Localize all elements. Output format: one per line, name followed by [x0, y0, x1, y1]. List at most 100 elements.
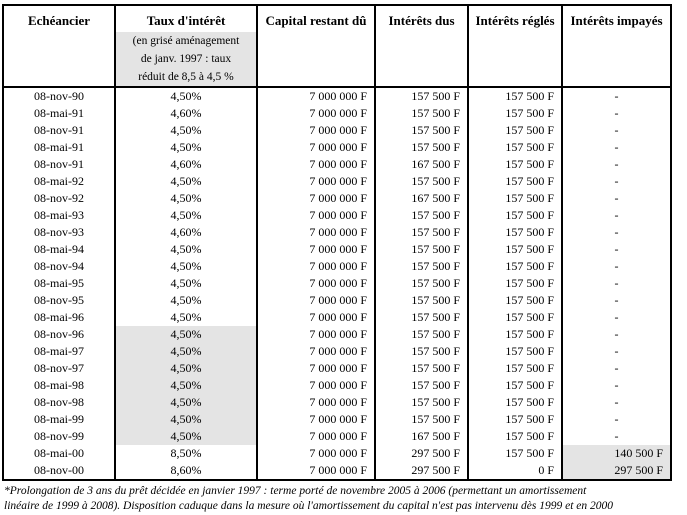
cell-interets-dus: 157 500 F: [374, 139, 469, 156]
cell-echeancier: 08-mai-92: [2, 173, 116, 190]
table-row: 08-mai-93 4,50% 7 000 000 F 157 500 F 15…: [2, 207, 672, 224]
cell-interets-impayes: -: [561, 224, 672, 241]
grey-legend-note: (en grisé aménagement de janv. 1997 : ta…: [117, 32, 255, 85]
cell-capital-restant: 7 000 000 F: [256, 462, 376, 480]
cell-interets-dus: 157 500 F: [374, 224, 469, 241]
cell-echeancier: 08-nov-96: [2, 326, 116, 343]
cell-taux-interet: 4,60%: [114, 105, 258, 122]
cell-echeancier: 08-nov-91: [2, 156, 116, 173]
cell-taux-interet: 8,50%: [114, 445, 258, 462]
cell-capital-restant: 7 000 000 F: [256, 87, 376, 105]
cell-interets-impayes: -: [561, 190, 672, 207]
cell-taux-interet: 4,50%: [114, 309, 258, 326]
table-row: 08-nov-00 8,60% 7 000 000 F 297 500 F 0 …: [2, 462, 672, 480]
cell-interets-regles: 157 500 F: [467, 394, 563, 411]
header-row: Echéancier Taux d'intérêt (en grisé amén…: [2, 5, 672, 88]
cell-interets-impayes: -: [561, 241, 672, 258]
amortization-table: Echéancier Taux d'intérêt (en grisé amén…: [2, 4, 672, 481]
col-header-interets-impayes: Intérêts impayés: [561, 5, 672, 88]
table-row: 08-nov-90 4,50% 7 000 000 F 157 500 F 15…: [2, 87, 672, 105]
table-row: 08-mai-95 4,50% 7 000 000 F 157 500 F 15…: [2, 275, 672, 292]
cell-interets-regles: 157 500 F: [467, 190, 563, 207]
cell-interets-dus: 167 500 F: [374, 190, 469, 207]
col-header-taux: Taux d'intérêt (en grisé aménagement de …: [114, 5, 258, 88]
col-header-interets-regles-label: Intérêts réglés: [475, 13, 555, 28]
cell-capital-restant: 7 000 000 F: [256, 207, 376, 224]
cell-interets-impayes: -: [561, 309, 672, 326]
col-header-interets-dus: Intérêts dus: [374, 5, 469, 88]
cell-echeancier: 08-mai-99: [2, 411, 116, 428]
table-row: 08-mai-94 4,50% 7 000 000 F 157 500 F 15…: [2, 241, 672, 258]
cell-interets-regles: 0 F: [467, 462, 563, 480]
grey-legend-note-line: de janv. 1997 : taux: [140, 53, 232, 65]
cell-echeancier: 08-nov-95: [2, 292, 116, 309]
cell-interets-impayes: -: [561, 343, 672, 360]
cell-taux-interet: 4,50%: [114, 87, 258, 105]
col-header-echeancier-label: Echéancier: [27, 13, 91, 28]
cell-capital-restant: 7 000 000 F: [256, 377, 376, 394]
cell-capital-restant: 7 000 000 F: [256, 428, 376, 445]
cell-taux-interet: 4,60%: [114, 224, 258, 241]
cell-echeancier: 08-mai-98: [2, 377, 116, 394]
cell-interets-dus: 157 500 F: [374, 377, 469, 394]
cell-interets-regles: 157 500 F: [467, 411, 563, 428]
cell-capital-restant: 7 000 000 F: [256, 394, 376, 411]
cell-capital-restant: 7 000 000 F: [256, 224, 376, 241]
col-header-interets-impayes-label: Intérêts impayés: [570, 13, 663, 28]
cell-echeancier: 08-mai-94: [2, 241, 116, 258]
cell-interets-impayes: -: [561, 292, 672, 309]
footnote-line-2: linéaire de 1999 à 2008). Disposition ca…: [4, 500, 614, 512]
cell-interets-impayes: 140 500 F: [561, 445, 672, 462]
cell-interets-dus: 157 500 F: [374, 207, 469, 224]
table-row: 08-nov-93 4,60% 7 000 000 F 157 500 F 15…: [2, 224, 672, 241]
cell-capital-restant: 7 000 000 F: [256, 122, 376, 139]
cell-interets-impayes: -: [561, 377, 672, 394]
cell-echeancier: 08-nov-99: [2, 428, 116, 445]
cell-interets-impayes: -: [561, 156, 672, 173]
cell-taux-interet: 4,50%: [114, 258, 258, 275]
cell-interets-regles: 157 500 F: [467, 309, 563, 326]
cell-capital-restant: 7 000 000 F: [256, 411, 376, 428]
cell-echeancier: 08-mai-95: [2, 275, 116, 292]
cell-interets-regles: 157 500 F: [467, 428, 563, 445]
table-row: 08-nov-95 4,50% 7 000 000 F 157 500 F 15…: [2, 292, 672, 309]
cell-capital-restant: 7 000 000 F: [256, 326, 376, 343]
cell-taux-interet: 4,50%: [114, 394, 258, 411]
cell-interets-impayes: -: [561, 275, 672, 292]
table-row: 08-nov-99 4,50% 7 000 000 F 167 500 F 15…: [2, 428, 672, 445]
cell-echeancier: 08-nov-00: [2, 462, 116, 480]
cell-interets-impayes: -: [561, 360, 672, 377]
cell-interets-impayes: -: [561, 258, 672, 275]
cell-interets-dus: 297 500 F: [374, 445, 469, 462]
cell-interets-regles: 157 500 F: [467, 122, 563, 139]
cell-interets-impayes: -: [561, 326, 672, 343]
cell-interets-dus: 157 500 F: [374, 105, 469, 122]
cell-capital-restant: 7 000 000 F: [256, 258, 376, 275]
cell-echeancier: 08-mai-91: [2, 139, 116, 156]
table-row: 08-nov-91 4,60% 7 000 000 F 167 500 F 15…: [2, 156, 672, 173]
cell-interets-dus: 157 500 F: [374, 292, 469, 309]
cell-taux-interet: 4,50%: [114, 428, 258, 445]
footnote: *Prolongation de 3 ans du prêt décidée e…: [2, 484, 687, 514]
cell-interets-dus: 297 500 F: [374, 462, 469, 480]
cell-taux-interet: 4,50%: [114, 173, 258, 190]
cell-interets-dus: 167 500 F: [374, 156, 469, 173]
cell-capital-restant: 7 000 000 F: [256, 156, 376, 173]
cell-interets-dus: 157 500 F: [374, 309, 469, 326]
table-row: 08-mai-00 8,50% 7 000 000 F 297 500 F 15…: [2, 445, 672, 462]
table-row: 08-nov-96 4,50% 7 000 000 F 157 500 F 15…: [2, 326, 672, 343]
table-body: 08-nov-90 4,50% 7 000 000 F 157 500 F 15…: [2, 87, 672, 480]
table-row: 08-nov-94 4,50% 7 000 000 F 157 500 F 15…: [2, 258, 672, 275]
cell-capital-restant: 7 000 000 F: [256, 241, 376, 258]
cell-interets-dus: 157 500 F: [374, 87, 469, 105]
table-row: 08-mai-98 4,50% 7 000 000 F 157 500 F 15…: [2, 377, 672, 394]
table-row: 08-mai-96 4,50% 7 000 000 F 157 500 F 15…: [2, 309, 672, 326]
cell-capital-restant: 7 000 000 F: [256, 105, 376, 122]
cell-interets-dus: 157 500 F: [374, 394, 469, 411]
grey-legend-note-line: réduit de 8,5 à 4,5 %: [138, 71, 234, 83]
table-row: 08-mai-91 4,60% 7 000 000 F 157 500 F 15…: [2, 105, 672, 122]
table-row: 08-nov-97 4,50% 7 000 000 F 157 500 F 15…: [2, 360, 672, 377]
footnote-line-1: *Prolongation de 3 ans du prêt décidée e…: [4, 485, 587, 497]
cell-capital-restant: 7 000 000 F: [256, 173, 376, 190]
